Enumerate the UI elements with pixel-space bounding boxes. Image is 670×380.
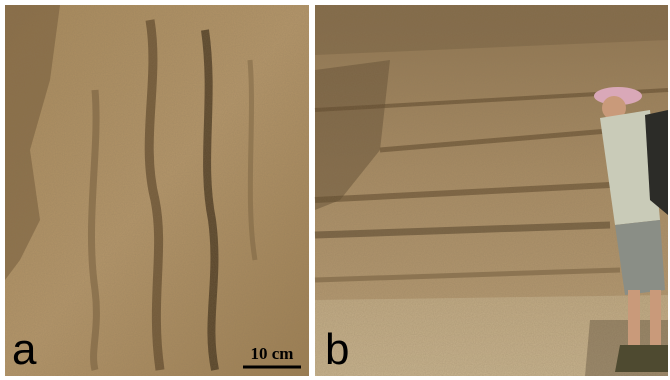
leg	[650, 290, 661, 345]
leg	[628, 290, 640, 345]
scale-label: 10 cm	[251, 344, 294, 363]
texture	[5, 5, 309, 376]
boot	[615, 345, 648, 372]
panel-a: a 10 cm	[5, 5, 309, 376]
panel-label: b	[325, 325, 349, 374]
panel-label: a	[12, 325, 37, 374]
panel-b: b	[315, 5, 668, 376]
boot	[643, 345, 668, 372]
figure: a 10 cm b	[0, 0, 670, 380]
